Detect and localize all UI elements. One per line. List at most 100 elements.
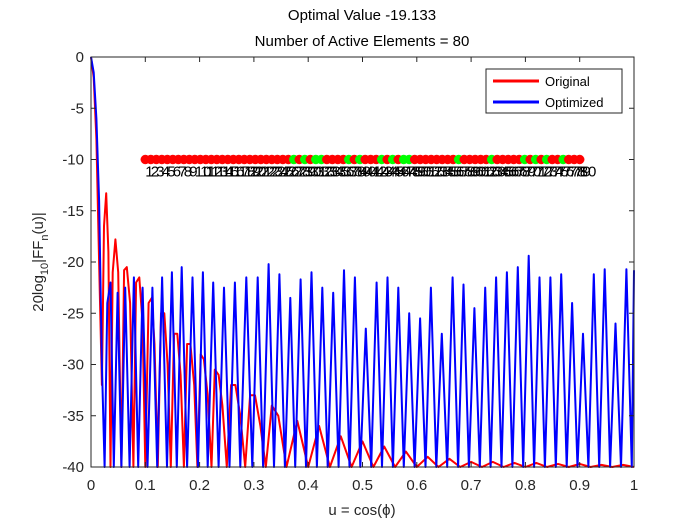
array-element-label: 38	[349, 164, 366, 181]
array-element-label: 28	[294, 164, 311, 181]
array-element-label: 74	[547, 164, 564, 181]
y-tick-label: -35	[62, 408, 84, 425]
legend-box	[485, 68, 623, 114]
array-element-label: 3	[156, 164, 164, 181]
array-element-label: 15	[222, 164, 239, 181]
array-element-label: 76	[558, 164, 575, 181]
array-element-label: 57	[453, 164, 470, 181]
array-element-label: 21	[255, 164, 272, 181]
x-tick-label: 0.8	[515, 477, 536, 494]
array-element-label: 8	[184, 164, 192, 181]
array-element-label: 52	[426, 164, 443, 181]
array-element-label: 13	[211, 164, 228, 181]
y-tick-label: -40	[62, 459, 84, 476]
array-element-label: 35	[332, 164, 349, 181]
array-element-label: 73	[541, 164, 558, 181]
array-element-label: 54	[437, 164, 454, 181]
y-tick-label: -30	[62, 357, 84, 374]
array-element-label: 4	[162, 164, 170, 181]
x-tick-label: 0.1	[135, 477, 156, 494]
chart-subtitle: Number of Active Elements = 80	[255, 33, 470, 50]
legend-label-optimized: Optimized	[545, 95, 604, 110]
array-element-label: 77	[563, 164, 580, 181]
y-axis-label-end: (u)|	[30, 212, 47, 234]
array-element-label: 78	[569, 164, 586, 181]
y-tick-label: 0	[76, 49, 84, 66]
array-element-label: 69	[519, 164, 536, 181]
array-element-label: 43	[376, 164, 393, 181]
array-element-label: 1	[145, 164, 153, 181]
array-element-label: 40	[360, 164, 377, 181]
y-axis-label-sub1: 10	[39, 263, 51, 275]
array-element-label: 80	[580, 164, 597, 181]
y-axis-label: 20log10|FFn(u)|	[30, 212, 51, 312]
array-element-label: 34	[327, 164, 344, 181]
array-element-label: 16	[228, 164, 245, 181]
legend-label-original: Original	[545, 74, 590, 89]
array-element-label: 12	[206, 164, 223, 181]
array-element-label: 25	[277, 164, 294, 181]
series-layer	[90, 56, 635, 468]
array-element-label: 60	[470, 164, 487, 181]
array-element-label: 36	[338, 164, 355, 181]
array-element-label: 39	[354, 164, 371, 181]
x-tick-label: 0.7	[461, 477, 482, 494]
array-element-label: 10	[195, 164, 212, 181]
x-axis-label: u = cos(ϕ)	[328, 502, 395, 519]
y-tick-label: -20	[62, 254, 84, 271]
array-element-label: 53	[431, 164, 448, 181]
array-element-label: 19	[244, 164, 261, 181]
x-tick-label: 0	[87, 477, 95, 494]
array-element-label: 63	[486, 164, 503, 181]
array-element-label: 22	[261, 164, 278, 181]
y-axis-label-sub2: n	[39, 234, 51, 240]
y-tick-label: -5	[71, 100, 84, 117]
array-element-label: 20	[250, 164, 267, 181]
array-element-label: 18	[239, 164, 256, 181]
array-element-label: 51	[420, 164, 437, 181]
x-tick-label: 0.4	[298, 477, 319, 494]
array-element-label: 55	[442, 164, 459, 181]
array-element-label: 2	[151, 164, 159, 181]
array-element-label: 65	[497, 164, 514, 181]
y-axis-label-main: 20log	[30, 275, 47, 312]
array-element-label: 64	[492, 164, 509, 181]
array-element-label: 27	[288, 164, 305, 181]
array-element-label: 41	[365, 164, 382, 181]
array-element-label: 9	[189, 164, 197, 181]
x-tick-label: 0.2	[189, 477, 210, 494]
legend: Original Optimized	[485, 68, 623, 114]
array-element-label: 11	[200, 164, 216, 181]
array-element-label: 72	[536, 164, 553, 181]
array-element-label: 75	[552, 164, 569, 181]
array-element-marker	[574, 154, 585, 165]
array-element-label: 31	[310, 164, 327, 181]
array-element-label: 26	[283, 164, 300, 181]
array-element-label: 49	[409, 164, 426, 181]
array-element-label: 32	[316, 164, 333, 181]
array-element-label: 56	[448, 164, 465, 181]
array-element-label: 14	[217, 164, 234, 181]
series-line-original	[90, 56, 635, 468]
x-tick-label: 0.5	[352, 477, 373, 494]
array-element-label: 24	[272, 164, 289, 181]
array-element-label: 67	[508, 164, 525, 181]
array-elements: 1234567891011121314151617181920212223242…	[140, 154, 597, 181]
y-tick-label: -15	[62, 203, 84, 220]
array-element-label: 48	[404, 164, 421, 181]
array-element-label: 45	[387, 164, 404, 181]
array-element-label: 6	[173, 164, 181, 181]
array-element-label: 50	[415, 164, 432, 181]
array-element-label: 47	[398, 164, 415, 181]
array-element-label: 37	[343, 164, 360, 181]
array-element-label: 29	[299, 164, 316, 181]
array-element-label: 70	[525, 164, 542, 181]
array-element-label: 7	[178, 164, 186, 181]
x-tick-label: 1	[630, 477, 638, 494]
array-element-label: 79	[574, 164, 591, 181]
array-element-label: 17	[233, 164, 250, 181]
axes-layer: 0 0.1 0.2 0.3 0.4 0.5 0.6 0.7 0.8 0.9 10-5-10-15-2…	[62, 49, 638, 494]
array-element-label: 46	[393, 164, 410, 181]
array-element-label: 61	[475, 164, 492, 181]
array-element-label: 58	[459, 164, 476, 181]
